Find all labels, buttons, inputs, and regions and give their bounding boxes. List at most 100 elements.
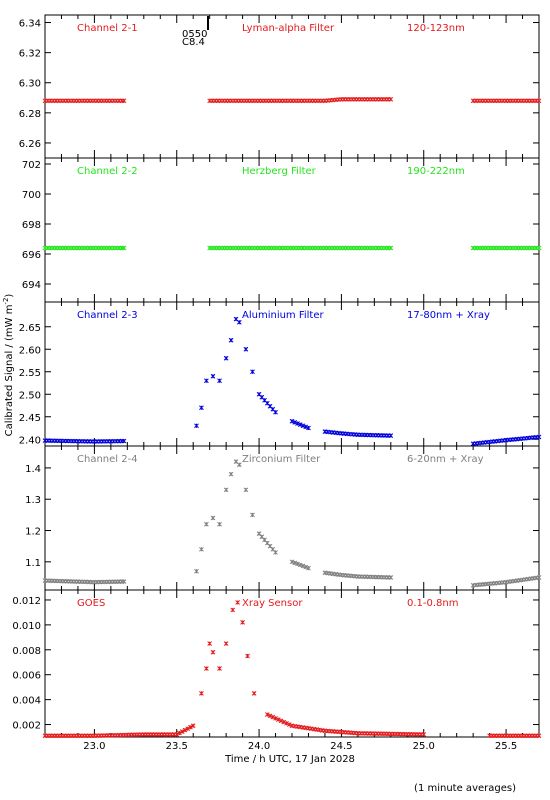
y-tick-label: 2.40 <box>19 435 41 446</box>
y-tick-label: 696 <box>22 250 41 261</box>
y-tick-label: 6.30 <box>19 79 41 90</box>
data-point <box>182 727 188 733</box>
data-point <box>121 438 127 444</box>
data-point <box>388 575 394 580</box>
filter-label: Zirconium Filter <box>242 454 321 465</box>
data-point <box>303 424 309 430</box>
panel-2: 694 696 698 700 702 Channel 2-2 Herzberg Filte… <box>22 157 542 303</box>
y-tick-label: 702 <box>22 160 41 171</box>
data-point <box>228 337 234 343</box>
panel-5: 0.002 0.004 0.006 0.008 0.010 0.012 GOES Xray S… <box>12 589 542 739</box>
filter-label: Lyman-alpha Filter <box>242 23 335 34</box>
data-point <box>204 378 209 384</box>
channel-label: Channel 2-2 <box>77 166 138 177</box>
data-point <box>194 423 199 429</box>
data-point <box>306 565 311 571</box>
y-tick-label: 6.28 <box>19 109 41 120</box>
data-point <box>536 733 542 739</box>
band-label: 120-123nm <box>407 23 465 34</box>
data-point <box>273 409 278 415</box>
data-point <box>251 691 257 696</box>
series-markers <box>42 316 542 447</box>
filter-label: Xray Sensor <box>242 598 303 609</box>
data-point <box>230 607 236 613</box>
filter-label: Herzberg Filter <box>242 166 317 177</box>
x-axis-label: Time / h UTC, 17 Jan 2028 <box>224 754 355 765</box>
y-tick-label: 0.008 <box>12 646 41 657</box>
y-tick-label: 2.55 <box>19 368 41 379</box>
channel-label: Channel 2-4 <box>77 454 138 465</box>
series-markers <box>42 245 542 251</box>
event-marker-label-2: C8.4 <box>182 37 205 48</box>
data-point <box>536 434 542 440</box>
data-point <box>300 423 306 429</box>
data-point <box>245 653 250 659</box>
data-point <box>295 561 300 567</box>
data-point <box>121 579 127 584</box>
channel-label: GOES <box>77 598 105 609</box>
data-point <box>297 562 303 568</box>
panel-frame <box>44 157 540 303</box>
data-point <box>289 418 295 424</box>
data-point <box>284 720 289 726</box>
y-tick-label: 2.50 <box>19 390 41 401</box>
y-tick-label: 6.32 <box>19 49 41 60</box>
data-point <box>306 425 311 431</box>
x-tick-label: 23.0 <box>83 741 105 752</box>
data-point <box>210 649 216 655</box>
data-point <box>199 691 204 696</box>
data-point <box>204 521 209 527</box>
band-label: 6-20nm + Xray <box>407 454 484 465</box>
footer-note: (1 minute averages) <box>414 783 516 794</box>
data-point <box>194 568 199 574</box>
channel-label: Channel 2-3 <box>77 310 138 321</box>
y-tick-label: 0.012 <box>12 596 41 607</box>
data-point <box>273 715 278 721</box>
data-point <box>228 471 234 477</box>
y-tick-label: 2.65 <box>19 323 41 334</box>
data-point <box>286 722 292 727</box>
data-point <box>236 462 242 468</box>
data-point <box>273 550 278 555</box>
data-point <box>250 369 255 375</box>
x-tick-label: 24.0 <box>248 741 270 752</box>
data-point <box>121 245 127 251</box>
channel-label: Channel 2-1 <box>77 23 138 34</box>
series-markers <box>42 96 542 104</box>
y-tick-label: 0.010 <box>12 621 41 632</box>
data-point <box>199 546 204 552</box>
x-tick-label: 25.5 <box>495 741 517 752</box>
x-axis-ticks: 23.0 23.5 24.0 24.5 25.0 25.5 <box>83 741 517 752</box>
data-point <box>243 487 249 493</box>
data-point <box>267 713 273 719</box>
data-point <box>303 564 309 570</box>
data-point <box>204 666 209 671</box>
data-point <box>536 575 542 580</box>
y-axis-label-close: ) <box>4 294 15 298</box>
data-point <box>217 378 222 384</box>
y-tick-label: 1.1 <box>25 558 41 569</box>
event-marker-label-1: 0550 <box>182 29 207 40</box>
data-point <box>270 714 276 720</box>
data-point <box>210 373 216 379</box>
y-tick-label: 1.4 <box>25 464 41 475</box>
data-point <box>174 732 180 737</box>
data-point <box>250 512 255 518</box>
data-point <box>210 515 216 521</box>
data-point <box>223 355 229 361</box>
event-marker: 0550 C8.4 <box>182 16 209 48</box>
y-tick-label: 0.002 <box>12 721 41 732</box>
data-point <box>292 560 298 566</box>
data-point <box>223 641 229 646</box>
data-point <box>388 245 394 251</box>
data-point <box>388 96 394 102</box>
data-point <box>217 666 222 671</box>
y-tick-label: 6.34 <box>19 19 41 30</box>
data-point <box>421 732 427 737</box>
data-point <box>188 724 193 730</box>
y-tick-label: 1.3 <box>25 495 41 506</box>
x-tick-label: 25.0 <box>413 741 435 752</box>
data-point <box>388 433 394 439</box>
data-point <box>264 712 270 717</box>
